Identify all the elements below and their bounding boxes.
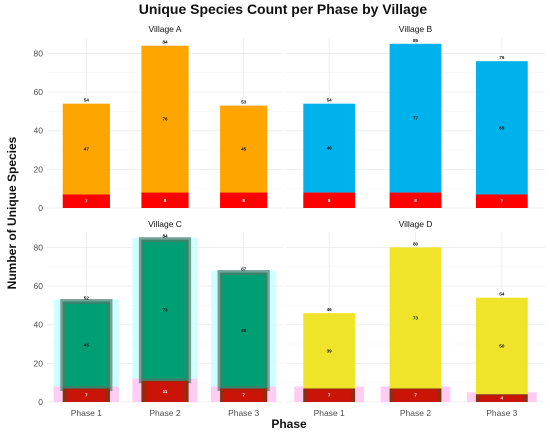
bar-total-label: 85: [413, 38, 419, 43]
bar-top-segment: [62, 103, 110, 195]
bar-top-segment: [141, 239, 189, 381]
bar-base-segment: [220, 192, 268, 208]
bar-top-segment: [220, 105, 268, 193]
bar-base-inner: [66, 389, 106, 402]
bar-total-label: 54: [84, 98, 90, 103]
bar-base-segment: [141, 192, 189, 208]
y-axis-title: Number of Unique Species: [5, 136, 19, 289]
y-tick-label: 80: [34, 48, 44, 58]
bar-base-label: 8: [414, 198, 417, 203]
bar-total-label: 67: [241, 267, 247, 272]
bar-base-label: 7: [242, 393, 245, 398]
bar-top-label: 47: [84, 147, 90, 152]
bar-total-label: 54: [499, 292, 505, 297]
facet-panel-2: Village B 54 46 8 85 77 8 76 69 7: [286, 24, 545, 209]
bar-top-label: 45: [241, 147, 247, 152]
x-tick-label: Phase 3: [486, 408, 517, 418]
facet-panel-3: Village C 0 20 40 60 80 Phase 1 Phase 2 Phase 3 5…: [34, 219, 283, 418]
y-tick-label: 40: [34, 320, 44, 330]
bar-base-label: 7: [85, 199, 88, 204]
y-tick-label: 0: [38, 397, 43, 407]
bar-top-label: 69: [499, 125, 505, 130]
y-tick-label: 40: [34, 126, 44, 136]
x-tick-label: Phase 1: [314, 408, 345, 418]
bar-base-label: 8: [328, 198, 331, 203]
bar-top-segment: [475, 61, 528, 195]
y-tick-label: 60: [34, 87, 44, 97]
bar-base-segment: [389, 192, 442, 208]
bar-top-label: 76: [162, 117, 168, 122]
bar-top-label: 50: [499, 343, 505, 348]
bar-top-segment: [303, 103, 356, 193]
bar-base-label: 11: [163, 389, 168, 394]
bar-top-segment: [220, 272, 268, 389]
y-tick-label: 0: [38, 203, 43, 213]
bar-top-segment: [303, 313, 356, 389]
chart-title: Unique Species Count per Phase by Villag…: [139, 1, 428, 17]
facet-panel-1: Village A 0 20 40 60 80 54 47 7 84 76 8 53 45 8: [34, 24, 283, 213]
y-tick-label: 20: [34, 164, 44, 174]
facet-title: Village A: [149, 24, 182, 34]
bar-top-segment: [389, 43, 442, 193]
bar-base-segment: [475, 194, 528, 208]
facet-title: Village B: [399, 24, 433, 34]
bar-base-inner: [479, 395, 524, 402]
bar-total-label: 53: [241, 100, 247, 105]
bar-total-label: 52: [84, 296, 90, 301]
bar-top-segment: [141, 45, 189, 193]
y-tick-label: 20: [34, 358, 44, 368]
bar-base-segment: [62, 194, 110, 208]
bar-total-label: 54: [327, 98, 333, 103]
x-tick-label: Phase 3: [228, 408, 259, 418]
bar-top-label: 39: [327, 348, 333, 353]
y-tick-label: 80: [34, 242, 44, 252]
bar-base-label: 4: [501, 396, 504, 401]
bar-base-segment: [303, 192, 356, 208]
bar-base-inner: [307, 389, 352, 402]
bar-total-label: 84: [162, 40, 168, 45]
bar-base-label: 8: [242, 198, 245, 203]
bar-base-label: 8: [164, 198, 167, 203]
bar-base-label: 7: [328, 393, 331, 398]
facet-panel-4: Village D Phase 1 Phase 2 Phase 3 46 39 7 80 73 7…: [286, 219, 545, 418]
x-tick-label: Phase 2: [400, 408, 431, 418]
bar-top-segment: [62, 301, 110, 389]
bar-total-label: 84: [162, 234, 168, 239]
x-tick-label: Phase 1: [71, 408, 102, 418]
x-axis-title: Phase: [271, 417, 307, 431]
bar-base-label: 7: [414, 393, 417, 398]
y-tick-label: 60: [34, 281, 44, 291]
bar-total-label: 80: [413, 241, 419, 246]
bar-top-label: 73: [162, 308, 168, 313]
bar-top-label: 46: [327, 146, 333, 151]
bar-top-segment: [475, 297, 528, 395]
bar-top-label: 60: [241, 328, 247, 333]
bar-base-inner: [145, 381, 185, 402]
bar-total-label: 46: [327, 307, 333, 312]
bar-top-label: 77: [413, 116, 419, 121]
bar-base-label: 7: [501, 199, 504, 204]
facets: Village A020406080544778476853458Village…: [34, 24, 545, 418]
x-tick-label: Phase 2: [149, 408, 180, 418]
bar-top-label: 73: [413, 315, 419, 320]
bar-top-segment: [389, 247, 442, 389]
bar-base-label: 7: [85, 393, 88, 398]
facet-title: Village D: [399, 219, 433, 229]
bar-top-label: 45: [84, 343, 90, 348]
bar-base-inner: [393, 389, 438, 402]
bar-base-inner: [224, 389, 264, 402]
bar-total-label: 76: [499, 55, 505, 60]
facet-title: Village C: [148, 219, 182, 229]
